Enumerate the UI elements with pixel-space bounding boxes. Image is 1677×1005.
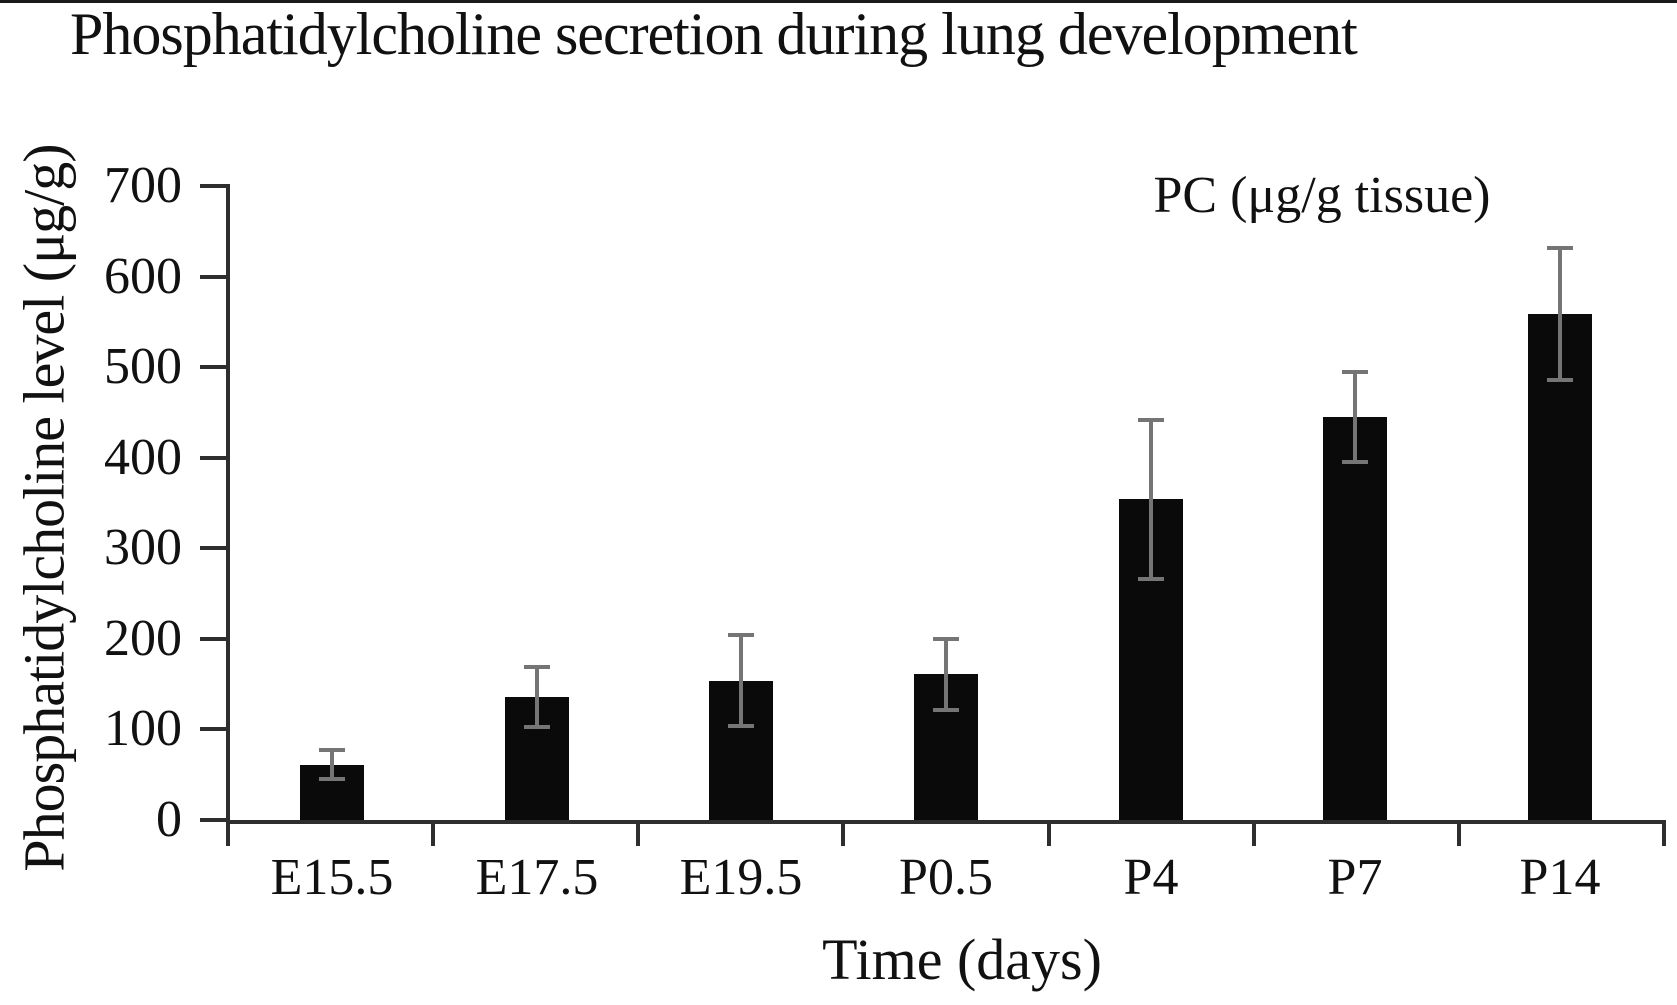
bar <box>1323 417 1387 820</box>
error-bar-cap-top <box>1138 418 1164 422</box>
y-tick <box>200 818 226 822</box>
y-tick-label: 400 <box>104 429 182 486</box>
y-tick-label: 600 <box>104 248 182 305</box>
error-bar-cap-bottom <box>1342 460 1368 464</box>
error-bar-cap-bottom <box>524 725 550 729</box>
error-bar-whisker <box>944 639 948 710</box>
error-bar-cap-bottom <box>1138 577 1164 581</box>
error-bar-cap-bottom <box>1547 378 1573 382</box>
y-tick-label: 700 <box>104 157 182 214</box>
x-tick <box>1662 824 1666 846</box>
x-tick <box>841 824 845 846</box>
error-bar-cap-top <box>1342 370 1368 374</box>
y-tick <box>200 456 226 460</box>
error-bar-whisker <box>330 750 334 779</box>
error-bar-cap-bottom <box>933 708 959 712</box>
y-tick <box>200 546 226 550</box>
x-axis-label: Time (days) <box>822 927 1102 992</box>
error-bar-cap-top <box>728 633 754 637</box>
error-bar-whisker <box>1149 420 1153 579</box>
figure-top-border <box>0 0 1677 3</box>
y-tick <box>200 727 226 731</box>
y-tick-label: 300 <box>104 519 182 576</box>
error-bar-cap-top <box>933 637 959 641</box>
error-bar-cap-top <box>1547 246 1573 250</box>
error-bar-cap-bottom <box>728 724 754 728</box>
x-tick <box>1047 824 1051 846</box>
error-bar-whisker <box>1558 248 1562 380</box>
x-tick <box>1457 824 1461 846</box>
chart-title: Phosphatidylcholine secretion during lun… <box>70 1 1358 67</box>
error-bar-cap-bottom <box>319 777 345 781</box>
x-category-label: E15.5 <box>270 849 394 906</box>
y-tick-label: 0 <box>156 791 182 848</box>
y-tick-label: 200 <box>104 610 182 667</box>
x-tick <box>636 824 640 846</box>
x-tick <box>431 824 435 846</box>
error-bar-cap-top <box>319 748 345 752</box>
bar <box>1528 314 1592 820</box>
x-category-label: P7 <box>1327 849 1383 906</box>
x-category-label: P0.5 <box>899 849 993 906</box>
y-tick <box>200 275 226 279</box>
y-tick <box>200 184 226 188</box>
error-bar-cap-top <box>524 665 550 669</box>
x-category-label: E19.5 <box>679 849 803 906</box>
y-tick-label: 100 <box>104 700 182 757</box>
x-tick <box>1252 824 1256 846</box>
legend-label: PC (μg/g tissue) <box>1153 167 1491 224</box>
x-category-label: P14 <box>1519 849 1601 906</box>
x-category-label: E17.5 <box>475 849 599 906</box>
x-category-label: P4 <box>1123 849 1179 906</box>
y-axis-line <box>226 184 230 824</box>
y-tick <box>200 637 226 641</box>
y-tick <box>200 365 226 369</box>
x-axis-line <box>226 820 1666 824</box>
x-tick <box>226 824 230 846</box>
error-bar-whisker <box>1353 372 1357 463</box>
error-bar-whisker <box>739 635 743 726</box>
y-tick-label: 500 <box>104 338 182 395</box>
error-bar-whisker <box>535 667 539 727</box>
